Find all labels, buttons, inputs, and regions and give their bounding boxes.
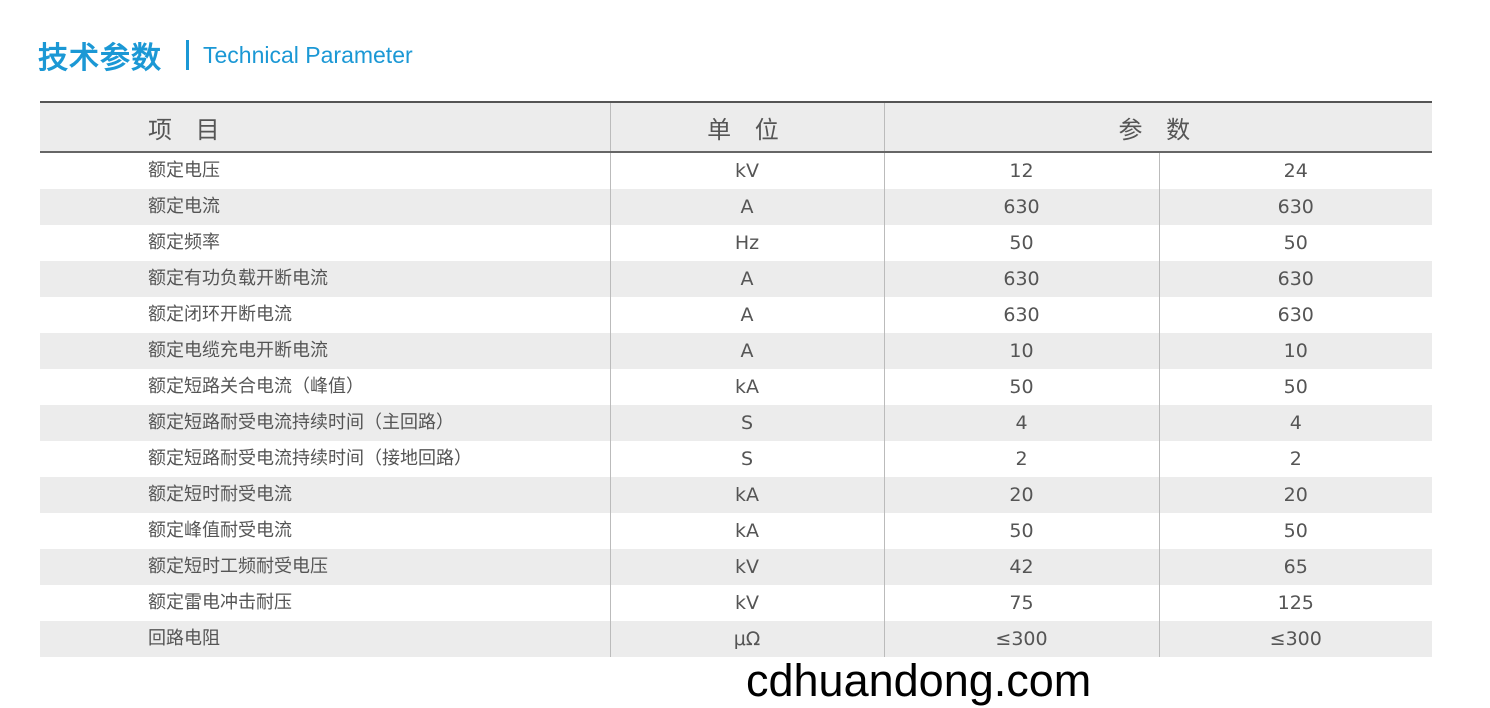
- cell-item: 额定频率: [148, 232, 220, 253]
- cell-unit: A: [609, 261, 884, 297]
- cell-item: 额定短路耐受电流持续时间（接地回路）: [148, 448, 472, 469]
- cell-unit: kV: [609, 549, 884, 585]
- table-row: 额定有功负载开断电流 A 630 630: [40, 261, 1433, 297]
- cell-unit: A: [609, 189, 884, 225]
- cell-v2: 65: [1158, 549, 1433, 585]
- cell-v2: 125: [1158, 585, 1433, 621]
- cell-v2: 2: [1158, 441, 1433, 477]
- cell-item: 额定电缆充电开断电流: [40, 333, 610, 369]
- table-row: 额定短路关合电流（峰值） kA 50 50: [40, 369, 1433, 405]
- cell-item: 额定峰值耐受电流: [148, 520, 292, 541]
- cell-unit: kV: [609, 152, 884, 189]
- cell-v2: 4: [1158, 405, 1433, 441]
- cell-v2: ≤300: [1158, 621, 1433, 657]
- cell-v2: 630: [1158, 297, 1433, 333]
- table-row: 额定电压 kV 12 24: [40, 152, 1433, 189]
- table-row: 额定频率 Hz 50 50: [40, 225, 1433, 261]
- cell-unit: kA: [609, 477, 884, 513]
- cell-v2: 50: [1158, 225, 1433, 261]
- table-row: 额定短时耐受电流 kA 20 20: [40, 477, 1433, 513]
- header-param: 参 数: [883, 101, 1433, 153]
- cell-v2: 10: [1158, 333, 1433, 369]
- cell-v1: 630: [883, 297, 1159, 333]
- cell-v2: 50: [1158, 513, 1433, 549]
- cell-v1: 630: [883, 189, 1159, 225]
- cell-v2: 50: [1158, 369, 1433, 405]
- table-row: 额定电缆充电开断电流 A 10 10: [40, 333, 1433, 369]
- header-item: 项 目: [40, 101, 610, 153]
- cell-item: 额定短时耐受电流: [40, 477, 610, 513]
- cell-v1: 4: [883, 405, 1159, 441]
- header-unit: 单 位: [609, 101, 884, 153]
- title-cn: 技术参数: [38, 41, 162, 76]
- parameter-table: 项 目 单 位 参 数 额定电压 kV 12 24 额定电流 A 630 630 额定频率 Hz 5…: [40, 101, 1433, 657]
- cell-v1: 50: [883, 225, 1159, 261]
- cell-item: 额定闭环开断电流: [148, 304, 292, 325]
- table-row: 额定雷电冲击耐压 kV 75 125: [40, 585, 1433, 621]
- cell-v1: ≤300: [883, 621, 1159, 657]
- cell-v1: 50: [883, 513, 1159, 549]
- watermark: cdhuandong.com: [746, 655, 1092, 706]
- table-row: 额定短路耐受电流持续时间（主回路） S 4 4: [40, 405, 1433, 441]
- table-row: 回路电阻 μΩ ≤300 ≤300: [40, 621, 1433, 657]
- cell-v1: 42: [883, 549, 1159, 585]
- cell-item: 额定有功负载开断电流: [40, 261, 610, 297]
- title-en: Technical Parameter: [203, 41, 413, 68]
- cell-item: 额定短时工频耐受电压: [40, 549, 610, 585]
- cell-v2: 24: [1158, 152, 1433, 189]
- cell-unit: kV: [609, 585, 884, 621]
- cell-item: 回路电阻: [40, 621, 610, 657]
- table-row: 额定峰值耐受电流 kA 50 50: [40, 513, 1433, 549]
- cell-v1: 2: [883, 441, 1159, 477]
- cell-unit: kA: [609, 369, 884, 405]
- cell-v1: 20: [883, 477, 1159, 513]
- section-title: 技术参数 Technical Parameter: [38, 34, 413, 76]
- cell-item: 额定短路耐受电流持续时间（主回路）: [40, 405, 610, 441]
- table-row: 额定短时工频耐受电压 kV 42 65: [40, 549, 1433, 585]
- cell-v1: 10: [883, 333, 1159, 369]
- table-row: 额定短路耐受电流持续时间（接地回路） S 2 2: [40, 441, 1433, 477]
- cell-unit: Hz: [609, 225, 884, 261]
- table-row: 额定闭环开断电流 A 630 630: [40, 297, 1433, 333]
- cell-unit: S: [609, 441, 884, 477]
- cell-item: 额定电压: [148, 160, 220, 181]
- cell-item: 额定雷电冲击耐压: [148, 592, 292, 613]
- cell-v1: 50: [883, 369, 1159, 405]
- cell-unit: A: [609, 333, 884, 369]
- cell-item: 额定短路关合电流（峰值）: [148, 376, 364, 397]
- cell-unit: A: [609, 297, 884, 333]
- cell-v2: 630: [1158, 261, 1433, 297]
- cell-unit: μΩ: [609, 621, 884, 657]
- table-row: 额定电流 A 630 630: [40, 189, 1433, 225]
- cell-v1: 75: [883, 585, 1159, 621]
- title-separator: [186, 40, 189, 70]
- cell-v1: 12: [883, 152, 1159, 189]
- cell-item: 额定电流: [40, 189, 610, 225]
- cell-v2: 630: [1158, 189, 1433, 225]
- cell-v2: 20: [1158, 477, 1433, 513]
- cell-unit: kA: [609, 513, 884, 549]
- cell-unit: S: [609, 405, 884, 441]
- cell-v1: 630: [883, 261, 1159, 297]
